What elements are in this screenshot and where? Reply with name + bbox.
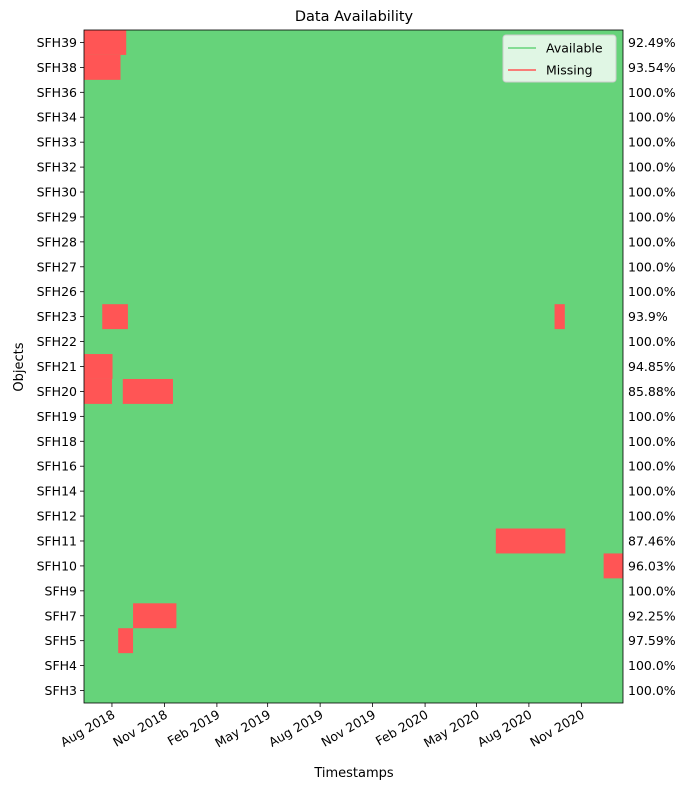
x-axis-label: Timestamps (313, 766, 394, 781)
availability-percent-sfh36: 100.0% (628, 85, 676, 100)
availability-percent-sfh18: 100.0% (628, 434, 676, 449)
y-tick-label: SFH34 (37, 110, 77, 125)
chart-title: Data Availability (295, 9, 414, 25)
y-tick-label: SFH19 (37, 409, 77, 424)
missing-segment-sfh10 (603, 553, 623, 579)
y-tick-label: SFH14 (37, 484, 77, 499)
plot-area (83, 29, 624, 704)
y-tick-label: SFH9 (45, 583, 78, 598)
y-tick-label: SFH18 (37, 434, 77, 449)
availability-percent-sfh38: 93.54% (628, 60, 676, 75)
y-tick-label: SFH26 (37, 284, 77, 299)
availability-percent-sfh4: 100.0% (628, 658, 676, 673)
y-tick-label: SFH5 (45, 633, 77, 648)
y-tick-label: SFH33 (37, 135, 77, 150)
missing-segment-sfh20 (84, 378, 112, 404)
y-tick-label: SFH3 (45, 683, 77, 698)
availability-percent-sfh30: 100.0% (628, 185, 676, 200)
y-tick-label: SFH4 (45, 658, 78, 673)
legend-label-missing: Missing (546, 63, 593, 78)
availability-percent-sfh11: 87.46% (628, 533, 676, 548)
y-tick-label: SFH32 (37, 160, 77, 175)
x-tick-label: Nov 2020 (527, 707, 587, 750)
y-tick-label: SFH29 (37, 209, 77, 224)
x-tick-label: Nov 2018 (110, 707, 170, 750)
missing-segment-sfh38 (84, 54, 121, 80)
availability-percent-sfh29: 100.0% (628, 209, 676, 224)
availability-percent-sfh10: 96.03% (628, 558, 676, 573)
y-tick-label: SFH23 (37, 309, 77, 324)
legend-label-available: Available (546, 41, 603, 56)
x-tick-label: Aug 2019 (266, 707, 326, 750)
availability-percent-sfh3: 100.0% (628, 683, 676, 698)
y-tick-label: SFH10 (37, 558, 77, 573)
availability-percent-sfh33: 100.0% (628, 135, 676, 150)
availability-percent-sfh19: 100.0% (628, 409, 676, 424)
missing-segment-sfh7 (133, 603, 177, 629)
y-tick-label: SFH38 (37, 60, 77, 75)
availability-percent-sfh12: 100.0% (628, 509, 676, 524)
y-tick-label: SFH16 (37, 459, 77, 474)
y-tick-label: SFH22 (37, 334, 77, 349)
y-tick-label: SFH11 (37, 533, 77, 548)
x-tick-label: Aug 2018 (58, 707, 118, 750)
y-axis: SFH39 SFH38 SFH36 SFH34 SFH33 SFH32 SFH30 SFH29… (37, 35, 84, 698)
missing-segment-sfh5 (118, 628, 134, 654)
x-tick-label: Aug 2020 (475, 707, 535, 750)
availability-percent-sfh16: 100.0% (628, 459, 676, 474)
availability-percent-sfh34: 100.0% (628, 110, 676, 125)
availability-percent-sfh32: 100.0% (628, 160, 676, 175)
availability-percent-sfh26: 100.0% (628, 284, 676, 299)
availability-percent-sfh27: 100.0% (628, 259, 676, 274)
x-tick-label: May 2019 (212, 707, 273, 751)
x-tick-label: May 2020 (421, 707, 482, 751)
availability-percent-sfh23: 93.9% (628, 309, 668, 324)
availability-percent-sfh9: 100.0% (628, 583, 676, 598)
y-tick-label: SFH30 (37, 185, 77, 200)
availability-percent-labels: 92.49% 93.54% 100.0% 100.0% 100.0% 100.0% 100.… (628, 35, 676, 698)
y-tick-label: SFH20 (37, 384, 77, 399)
missing-segment-sfh21 (84, 354, 113, 379)
y-tick-label: SFH7 (45, 608, 77, 623)
y-tick-label: SFH27 (37, 259, 77, 274)
availability-percent-sfh21: 94.85% (628, 359, 676, 374)
availability-percent-sfh39: 92.49% (628, 35, 676, 50)
y-tick-label: SFH21 (37, 359, 77, 374)
availability-percent-sfh14: 100.0% (628, 484, 676, 499)
y-tick-label: SFH12 (37, 509, 77, 524)
legend: Available Missing (502, 34, 617, 83)
missing-segment-sfh23 (554, 304, 565, 330)
y-axis-label: Objects (12, 342, 27, 391)
x-tick-label: Feb 2020 (373, 707, 431, 749)
available-background (84, 30, 623, 703)
missing-segment-sfh20 (122, 378, 173, 404)
x-tick-label: Feb 2019 (165, 707, 223, 749)
availability-percent-sfh5: 97.59% (628, 633, 676, 648)
y-tick-label: SFH28 (37, 234, 77, 249)
y-tick-label: SFH39 (37, 35, 77, 50)
availability-percent-sfh22: 100.0% (628, 334, 676, 349)
availability-percent-sfh20: 85.88% (628, 384, 676, 399)
y-tick-label: SFH36 (37, 85, 77, 100)
availability-percent-sfh28: 100.0% (628, 234, 676, 249)
missing-segment-sfh23 (102, 304, 128, 330)
x-tick-label: Nov 2019 (318, 707, 378, 750)
missing-segment-sfh39 (84, 30, 127, 55)
missing-segment-sfh11 (495, 528, 566, 554)
availability-percent-sfh7: 92.25% (628, 608, 676, 623)
